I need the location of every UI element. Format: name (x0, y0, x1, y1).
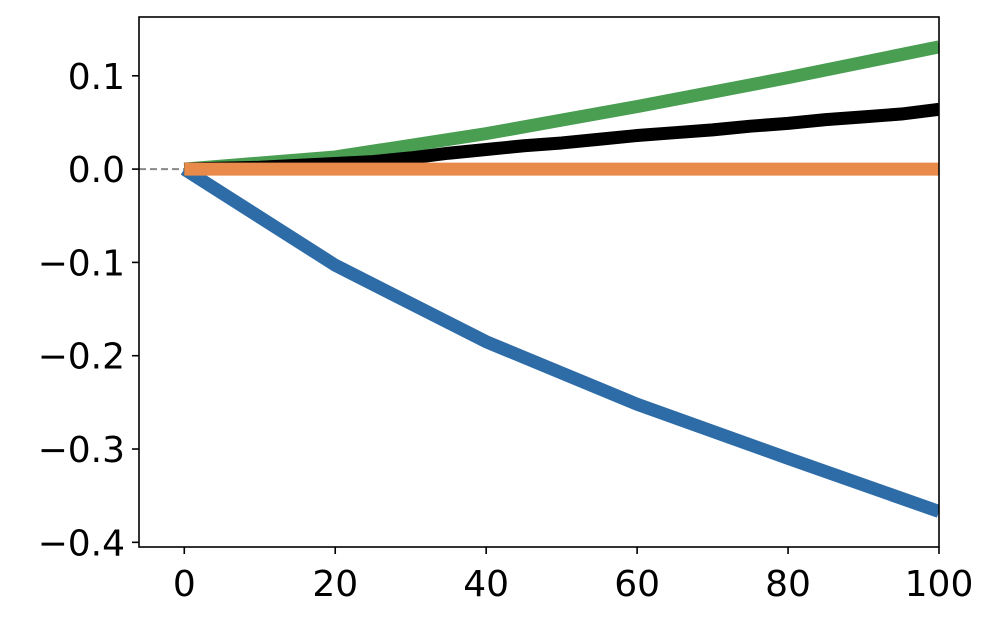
x-axis: 0 20 40 60 80 100 (173, 547, 974, 605)
plot-frame (138, 16, 940, 548)
y-axis: 0.1 0.0 −0.1 −0.2 −0.3 −0.4 (38, 57, 139, 564)
y-tick-label: 0.0 (68, 150, 125, 191)
x-tick-label: 40 (463, 564, 509, 605)
x-tick-label: 0 (173, 564, 196, 605)
x-tick-label: 80 (765, 564, 811, 605)
plot-area (139, 40, 939, 518)
x-tick-label: 60 (614, 564, 660, 605)
y-tick-label: −0.2 (38, 337, 125, 378)
series-1-line (180, 163, 939, 518)
y-tick-label: −0.3 (38, 430, 125, 471)
y-tick-label: −0.4 (38, 523, 125, 564)
x-tick-label: 20 (312, 564, 358, 605)
y-tick-label: −0.1 (38, 243, 125, 284)
x-tick-label: 100 (905, 564, 974, 605)
y-tick-label: 0.1 (68, 57, 125, 98)
